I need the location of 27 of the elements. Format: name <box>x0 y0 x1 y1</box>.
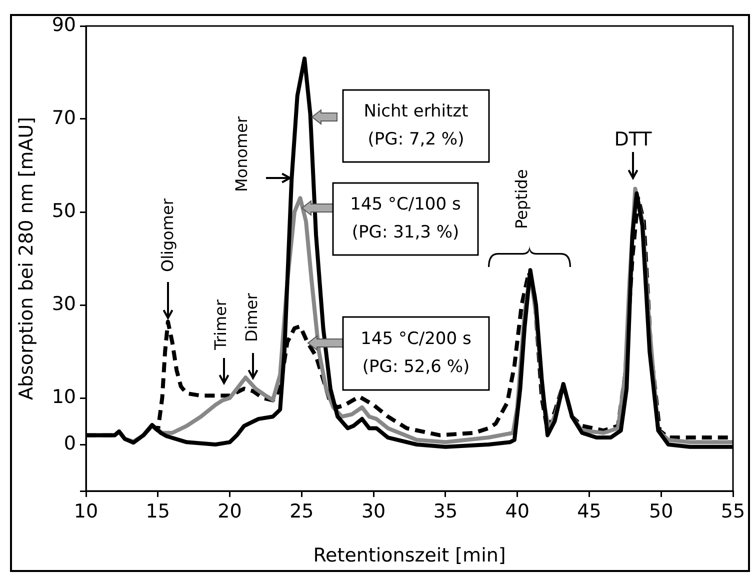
annotation: Dimer <box>242 292 262 342</box>
x-tick-label: 15 <box>146 500 170 522</box>
y-tick-label: 70 <box>52 106 76 129</box>
x-tick-label: 20 <box>218 500 242 522</box>
annotation: Peptide <box>512 169 532 229</box>
x-tick-label: 10 <box>74 500 98 522</box>
y-tick-label: 0 <box>64 432 76 454</box>
x-tick-label: 25 <box>290 500 314 522</box>
x-tick-label: 40 <box>505 500 530 522</box>
annotation: DTT <box>614 128 652 150</box>
annotation: Nicht erhitzt (PG: 7,2 %) <box>364 101 469 150</box>
y-tick-label: 10 <box>52 386 76 408</box>
annotation: Oligomer <box>158 198 178 272</box>
y-tick-label: 30 <box>52 292 76 315</box>
x-tick-label: 50 <box>649 500 674 522</box>
x-tick-label: 35 <box>433 500 458 522</box>
y-tick-label: 50 <box>52 200 76 222</box>
x-axis-title: Retentionszeit [min] <box>313 544 506 567</box>
y-axis-title: Absorption bei 280 nm [mAU] <box>15 116 38 400</box>
annotation: 145 °C/200 s (PG: 52,6 %) <box>360 328 472 377</box>
annotation: Monomer <box>232 116 252 192</box>
x-tick-label: 30 <box>361 500 386 522</box>
annotation: 145 °C/100 s (PG: 31,3 %) <box>350 194 461 242</box>
x-tick-label: 45 <box>577 500 602 522</box>
annotation: Trimer <box>211 299 230 351</box>
y-tick-label: 90 <box>52 14 76 36</box>
x-tick-label: 55 <box>720 500 746 522</box>
